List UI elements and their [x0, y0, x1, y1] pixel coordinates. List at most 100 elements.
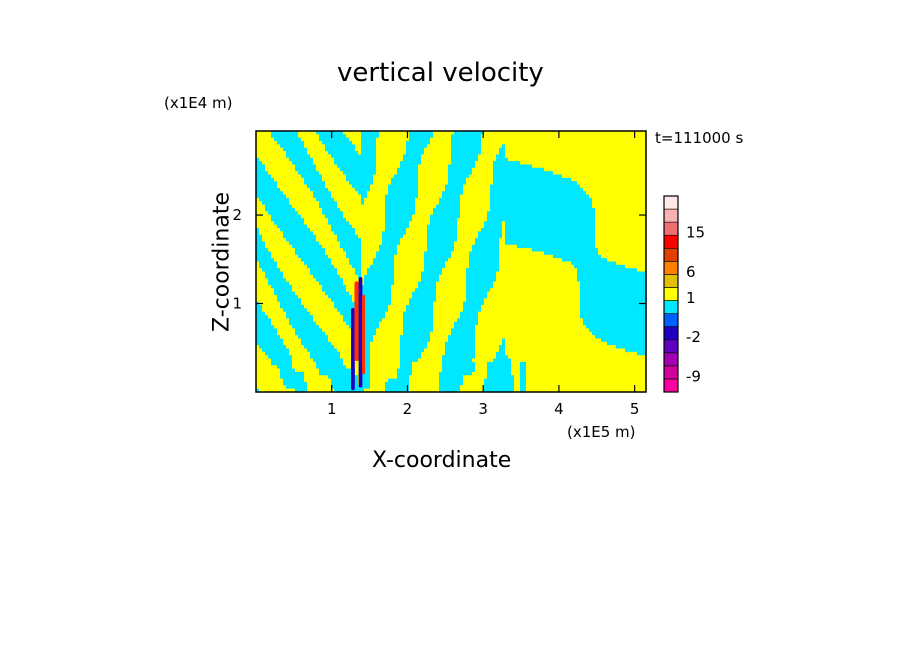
field-cell — [622, 241, 626, 246]
field-cell — [559, 164, 563, 169]
field-cell — [601, 228, 605, 232]
field-cell — [487, 231, 491, 236]
field-cell — [400, 207, 404, 212]
field-cell — [613, 164, 617, 169]
field-cell — [580, 131, 584, 135]
field-cell — [325, 187, 329, 192]
field-cell — [268, 187, 272, 192]
field-cell — [583, 131, 587, 135]
field-cell — [478, 234, 482, 239]
field-cell — [466, 221, 470, 226]
field-cell — [475, 151, 479, 156]
field-cell — [574, 131, 578, 135]
field-cell — [457, 161, 461, 166]
field-cell — [292, 191, 296, 196]
field-cell — [346, 258, 350, 263]
field-cell — [376, 197, 380, 202]
field-cell — [616, 244, 620, 249]
field-cell — [502, 251, 506, 256]
field-cell — [451, 174, 455, 179]
field-cell — [523, 157, 527, 162]
field-cell — [385, 204, 389, 209]
field-cell — [382, 201, 386, 206]
field-cell — [442, 131, 446, 135]
field-cell — [277, 144, 281, 149]
field-cell — [631, 241, 635, 246]
field-cell — [412, 151, 416, 156]
field-cell — [493, 234, 497, 239]
field-cell — [571, 201, 575, 206]
field-cell — [265, 251, 269, 256]
field-cell — [331, 144, 335, 149]
field-cell — [586, 238, 590, 243]
field-cell — [565, 141, 569, 145]
field-cell — [502, 171, 506, 176]
field-cell — [505, 197, 509, 202]
field-cell — [409, 201, 413, 206]
field-cell — [319, 184, 323, 189]
field-cell — [625, 211, 629, 216]
field-cell — [445, 161, 449, 166]
field-cell — [349, 144, 353, 149]
field-cell — [505, 207, 509, 212]
field-cell — [313, 254, 317, 259]
field-cell — [469, 234, 473, 239]
field-cell — [559, 131, 563, 135]
field-cell — [592, 154, 596, 159]
field-cell — [385, 211, 389, 216]
field-cell — [538, 141, 542, 145]
field-cell — [577, 234, 581, 239]
field-cell — [385, 137, 389, 142]
field-cell — [274, 174, 278, 179]
field-cell — [406, 241, 410, 246]
field-cell — [490, 164, 494, 169]
field-cell — [319, 151, 323, 156]
field-cell — [313, 201, 317, 206]
field-cell — [610, 134, 614, 139]
field-cell — [631, 211, 635, 216]
field-cell — [280, 251, 284, 256]
field-cell — [463, 211, 467, 216]
field-cell — [376, 191, 380, 196]
field-cell — [352, 164, 356, 169]
field-cell — [301, 171, 305, 176]
field-cell — [361, 134, 365, 139]
field-cell — [391, 194, 395, 199]
field-cell — [328, 234, 332, 239]
field-cell — [622, 174, 626, 179]
field-cell — [544, 234, 548, 239]
field-cell — [505, 211, 509, 216]
field-cell — [574, 181, 578, 186]
field-cell — [328, 174, 332, 179]
field-cell — [310, 134, 314, 139]
field-cell — [322, 131, 326, 135]
field-cell — [622, 154, 626, 159]
field-cell — [574, 201, 578, 206]
field-cell — [529, 174, 533, 179]
field-cell — [496, 214, 500, 219]
field-cell — [520, 157, 524, 162]
field-cell — [505, 204, 509, 209]
field-cell — [556, 187, 560, 192]
field-cell — [304, 221, 308, 226]
field-cell — [502, 207, 506, 212]
field-cell — [637, 177, 641, 182]
field-cell — [538, 244, 542, 249]
field-cell — [520, 214, 524, 219]
field-cell — [589, 197, 593, 202]
field-cell — [553, 214, 557, 219]
field-cell — [565, 254, 569, 259]
field-cell — [481, 177, 485, 182]
field-cell — [541, 167, 545, 172]
field-cell — [541, 177, 545, 182]
field-cell — [307, 174, 311, 179]
field-cell — [484, 204, 488, 209]
field-cell — [610, 181, 614, 186]
field-cell — [610, 211, 614, 216]
field-cell — [274, 184, 278, 189]
field-cell — [307, 197, 311, 202]
field-cell — [373, 241, 377, 246]
field-cell — [595, 207, 599, 212]
field-cell — [466, 254, 470, 259]
field-cell — [508, 167, 512, 172]
